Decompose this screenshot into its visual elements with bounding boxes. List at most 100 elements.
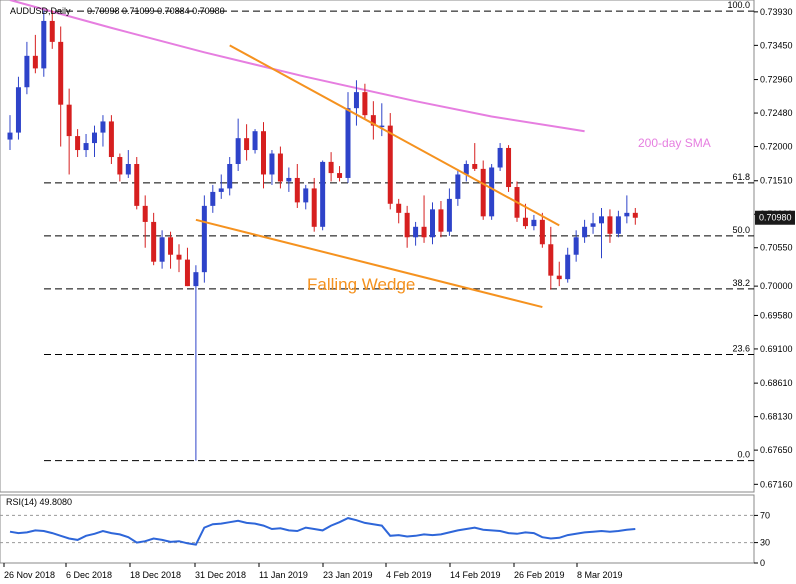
candle-body	[117, 157, 123, 175]
candle-body	[590, 223, 596, 227]
candle-body	[92, 132, 97, 144]
sma-label: 200-day SMA	[638, 136, 711, 150]
wedge-upper-line	[229, 44, 560, 227]
candle-body	[624, 212, 630, 217]
rsi-panel: RSI(14) 49.8080	[0, 494, 755, 564]
time-tick-label: 23 Jan 2019	[323, 570, 373, 580]
fib-label: 61.8	[732, 172, 750, 182]
candle-body	[15, 87, 21, 133]
candle-body	[565, 254, 571, 280]
candle-body	[472, 164, 478, 169]
price-tick-label: 0.70550	[760, 243, 793, 253]
candle-body	[7, 132, 13, 140]
candle-body	[404, 212, 410, 238]
candle-body	[303, 188, 309, 203]
rsi-line	[9, 517, 636, 546]
candle-body	[430, 209, 435, 238]
candle-body	[353, 92, 359, 109]
wedge-trendlines	[195, 44, 560, 309]
candle-body	[83, 143, 89, 151]
candle-body	[244, 138, 250, 151]
candle-body	[235, 138, 241, 164]
price-tick-label: 0.71510	[760, 176, 793, 186]
candles	[7, 10, 638, 461]
candle-body	[421, 226, 427, 238]
price-tick-label: 0.68610	[760, 378, 793, 388]
candle-body	[328, 161, 334, 174]
rsi-header: RSI(14) 49.8080	[6, 497, 72, 507]
time-tick-label: 11 Jan 2019	[259, 570, 308, 580]
candle-body	[75, 136, 81, 151]
fibonacci-levels: 100.0 61.8 50.0 38.2 23.6 0.0	[44, 0, 754, 462]
candle-body	[522, 217, 528, 227]
candle-body	[379, 125, 385, 128]
pattern-label: Falling Wedge	[307, 275, 415, 294]
candle-body	[489, 167, 495, 217]
candle-body	[66, 104, 72, 137]
rsi-tick-label: 30	[760, 538, 770, 548]
fib-label: 23.6	[732, 344, 750, 354]
candle-body	[286, 177, 292, 182]
candle-body	[615, 216, 621, 234]
candle-body	[159, 237, 165, 262]
candle-body	[193, 272, 199, 287]
candle-body	[277, 153, 283, 182]
fib-label: 38.2	[732, 278, 750, 288]
candle-body	[261, 131, 266, 175]
candle-body	[539, 219, 545, 245]
candle-body	[201, 205, 207, 273]
candle-body	[556, 275, 562, 280]
candle-body	[100, 121, 106, 133]
candle-body	[252, 131, 258, 151]
chart-header-ohlc: 0.70998 0.71099 0.70884 0.70980	[87, 6, 225, 16]
candle-body	[531, 219, 537, 227]
time-tick-label: 4 Feb 2019	[386, 570, 432, 580]
time-tick-label: 26 Nov 2018	[4, 570, 55, 580]
current-price-label: 0.70980	[759, 213, 792, 223]
fib-label: 0.0	[737, 450, 750, 460]
rsi-tick-label: 0	[760, 558, 765, 568]
rsi-axis: 70 30 0	[754, 510, 770, 568]
candle-body	[607, 216, 613, 234]
candle-body	[345, 108, 351, 178]
price-tick-label: 0.72480	[760, 108, 793, 118]
candle-body	[413, 226, 419, 238]
candle-body	[125, 164, 131, 175]
candle-body	[41, 20, 47, 69]
price-tick-label: 0.69580	[760, 310, 793, 320]
price-tick-label: 0.67160	[760, 479, 793, 489]
fib-label: 100.0	[727, 0, 750, 10]
candle-body	[446, 198, 452, 232]
current-price-box	[755, 210, 795, 225]
time-axis: 26 Nov 2018 6 Dec 2018 18 Dec 2018 31 Dec 2…	[3, 563, 623, 580]
sma-layer	[9, 0, 585, 133]
time-tick-label: 26 Feb 2019	[514, 570, 565, 580]
candle-body	[497, 147, 503, 168]
price-tick-label: 0.73930	[760, 7, 793, 17]
candle-body	[184, 259, 190, 287]
rsi-tick-label: 70	[760, 510, 770, 520]
candle-body	[58, 41, 64, 105]
candle-body	[142, 205, 148, 222]
candle-body	[582, 226, 588, 238]
candle-body	[151, 221, 157, 262]
candle-body	[294, 177, 300, 203]
candle-body	[108, 121, 114, 158]
price-tick-label: 0.69100	[760, 344, 793, 354]
sma-line	[9, 0, 585, 133]
candle-body	[134, 164, 140, 206]
wedge-lower-line	[195, 218, 543, 309]
candle-body	[24, 55, 30, 88]
candle-body	[599, 216, 604, 224]
time-tick-label: 18 Dec 2018	[130, 570, 181, 580]
rsi-layer	[0, 514, 754, 546]
price-axis: 0.73930 0.73450 0.72960 0.72480 0.72000 0.715…	[754, 7, 795, 489]
candle-body	[387, 125, 393, 204]
candle-body	[438, 209, 444, 232]
price-tick-label: 0.68130	[760, 412, 793, 422]
candle-body	[168, 237, 174, 255]
candle-body	[370, 115, 376, 126]
candle-body	[362, 92, 368, 116]
candle-body	[337, 173, 343, 178]
